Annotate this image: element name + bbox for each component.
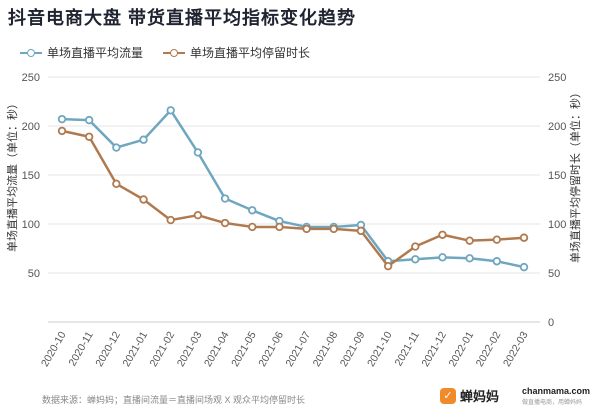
series-1-point: [411, 255, 420, 264]
series-1-point: [220, 194, 230, 203]
legend-item-series2: 单场直播平均停留时长: [163, 44, 310, 61]
series-1-point: [465, 254, 474, 263]
x-tick-label: 2020-11: [66, 329, 95, 368]
y-right-tick-label: 200: [548, 121, 566, 133]
series-2-point: [193, 210, 203, 220]
x-tick-label: 2021-06: [256, 329, 286, 369]
x-tick-label: 2021-11: [393, 329, 422, 368]
x-tick-label: 2021-09: [338, 329, 368, 369]
series-1-point: [112, 143, 121, 152]
x-tick-label: 2022-03: [501, 329, 531, 369]
series-2-point: [356, 226, 366, 236]
series-2-point: [383, 261, 393, 271]
series-2-point: [411, 242, 420, 251]
brand-logo: ✓ 蝉妈妈 chanmama.com 做直播电商，用蝉妈妈: [440, 386, 590, 406]
source-note: 数据来源：蝉妈妈；直播间流量＝直播间场观 X 观众平均停留时长: [42, 395, 306, 405]
brand-name: 蝉妈妈: [460, 389, 500, 404]
series-1-point: [519, 262, 529, 272]
series-1-line: [60, 109, 526, 269]
series-2-point: [329, 224, 338, 234]
y-right-tick-label: 150: [548, 170, 566, 182]
y-left-tick-label: 250: [22, 72, 40, 84]
series-2-point: [275, 222, 284, 232]
series-2-point: [465, 236, 474, 245]
legend-swatch-series2: [163, 48, 186, 58]
legend-swatch-series1: [20, 48, 42, 58]
x-tick-label: 2021-12: [419, 329, 449, 369]
series-2-point: [248, 222, 257, 232]
x-tick-label: 2021-08: [311, 329, 341, 369]
series-2-point: [519, 233, 529, 242]
x-tick-label: 2021-07: [284, 329, 314, 369]
series-2-point: [302, 224, 311, 234]
series-2-point: [112, 179, 121, 189]
series-1-point: [84, 115, 94, 125]
series-2-point: [166, 215, 175, 225]
series-2-point: [57, 126, 67, 136]
x-tick-label: 2021-02: [148, 329, 178, 369]
series-1-point: [438, 253, 447, 262]
y-left-tick-label: 150: [22, 170, 40, 182]
series-1-point: [193, 148, 203, 157]
y-right-tick-label: 250: [548, 72, 566, 84]
x-tick-label: 2020-12: [93, 329, 123, 369]
chart-title: 抖音电商大盘 带货直播平均指标变化趋势: [8, 8, 356, 28]
x-tick-label: 2021-03: [175, 329, 205, 369]
y-right-tick-label: 100: [548, 219, 566, 231]
series-1-point: [166, 106, 175, 115]
y-left-tick-label: 100: [22, 219, 40, 231]
x-tick-label: 2020-10: [39, 329, 69, 369]
series-1-point: [248, 206, 257, 215]
x-tick-label: 2021-05: [229, 329, 259, 369]
x-tick-label: 2022-02: [474, 329, 504, 369]
legend-item-series1: 单场直播平均流量: [20, 44, 143, 61]
series-2-line: [60, 129, 526, 268]
series-2-point: [438, 230, 447, 239]
y-right-tick-label: 50: [548, 268, 560, 280]
series-2-point: [84, 132, 94, 141]
legend-label-series2: 单场直播平均停留时长: [190, 46, 311, 60]
y-right-tick-label: 0: [548, 317, 554, 329]
series-1-point: [57, 114, 67, 124]
legend-label-series1: 单场直播平均流量: [47, 46, 144, 60]
y-left-tick-label: 50: [28, 268, 40, 280]
brand-tagline: 做直播电商，用蝉妈妈: [522, 400, 583, 406]
series-1-point: [139, 135, 148, 144]
y-left-tick-label: 200: [22, 121, 40, 133]
legend: 单场直播平均流量 单场直播平均停留时长: [20, 44, 330, 61]
series-2-point: [139, 195, 148, 204]
x-tick-label: 2021-04: [202, 329, 232, 369]
x-tick-label: 2021-01: [120, 329, 150, 369]
series-1-point: [492, 257, 502, 266]
cicada-icon: ✓: [440, 387, 456, 404]
brand-site: chanmama.com: [522, 386, 591, 396]
x-tick-label: 2021-10: [365, 329, 395, 369]
series-2-point: [220, 218, 230, 228]
x-tick-label: 2022-01: [447, 329, 477, 369]
series-2-point: [492, 235, 502, 244]
